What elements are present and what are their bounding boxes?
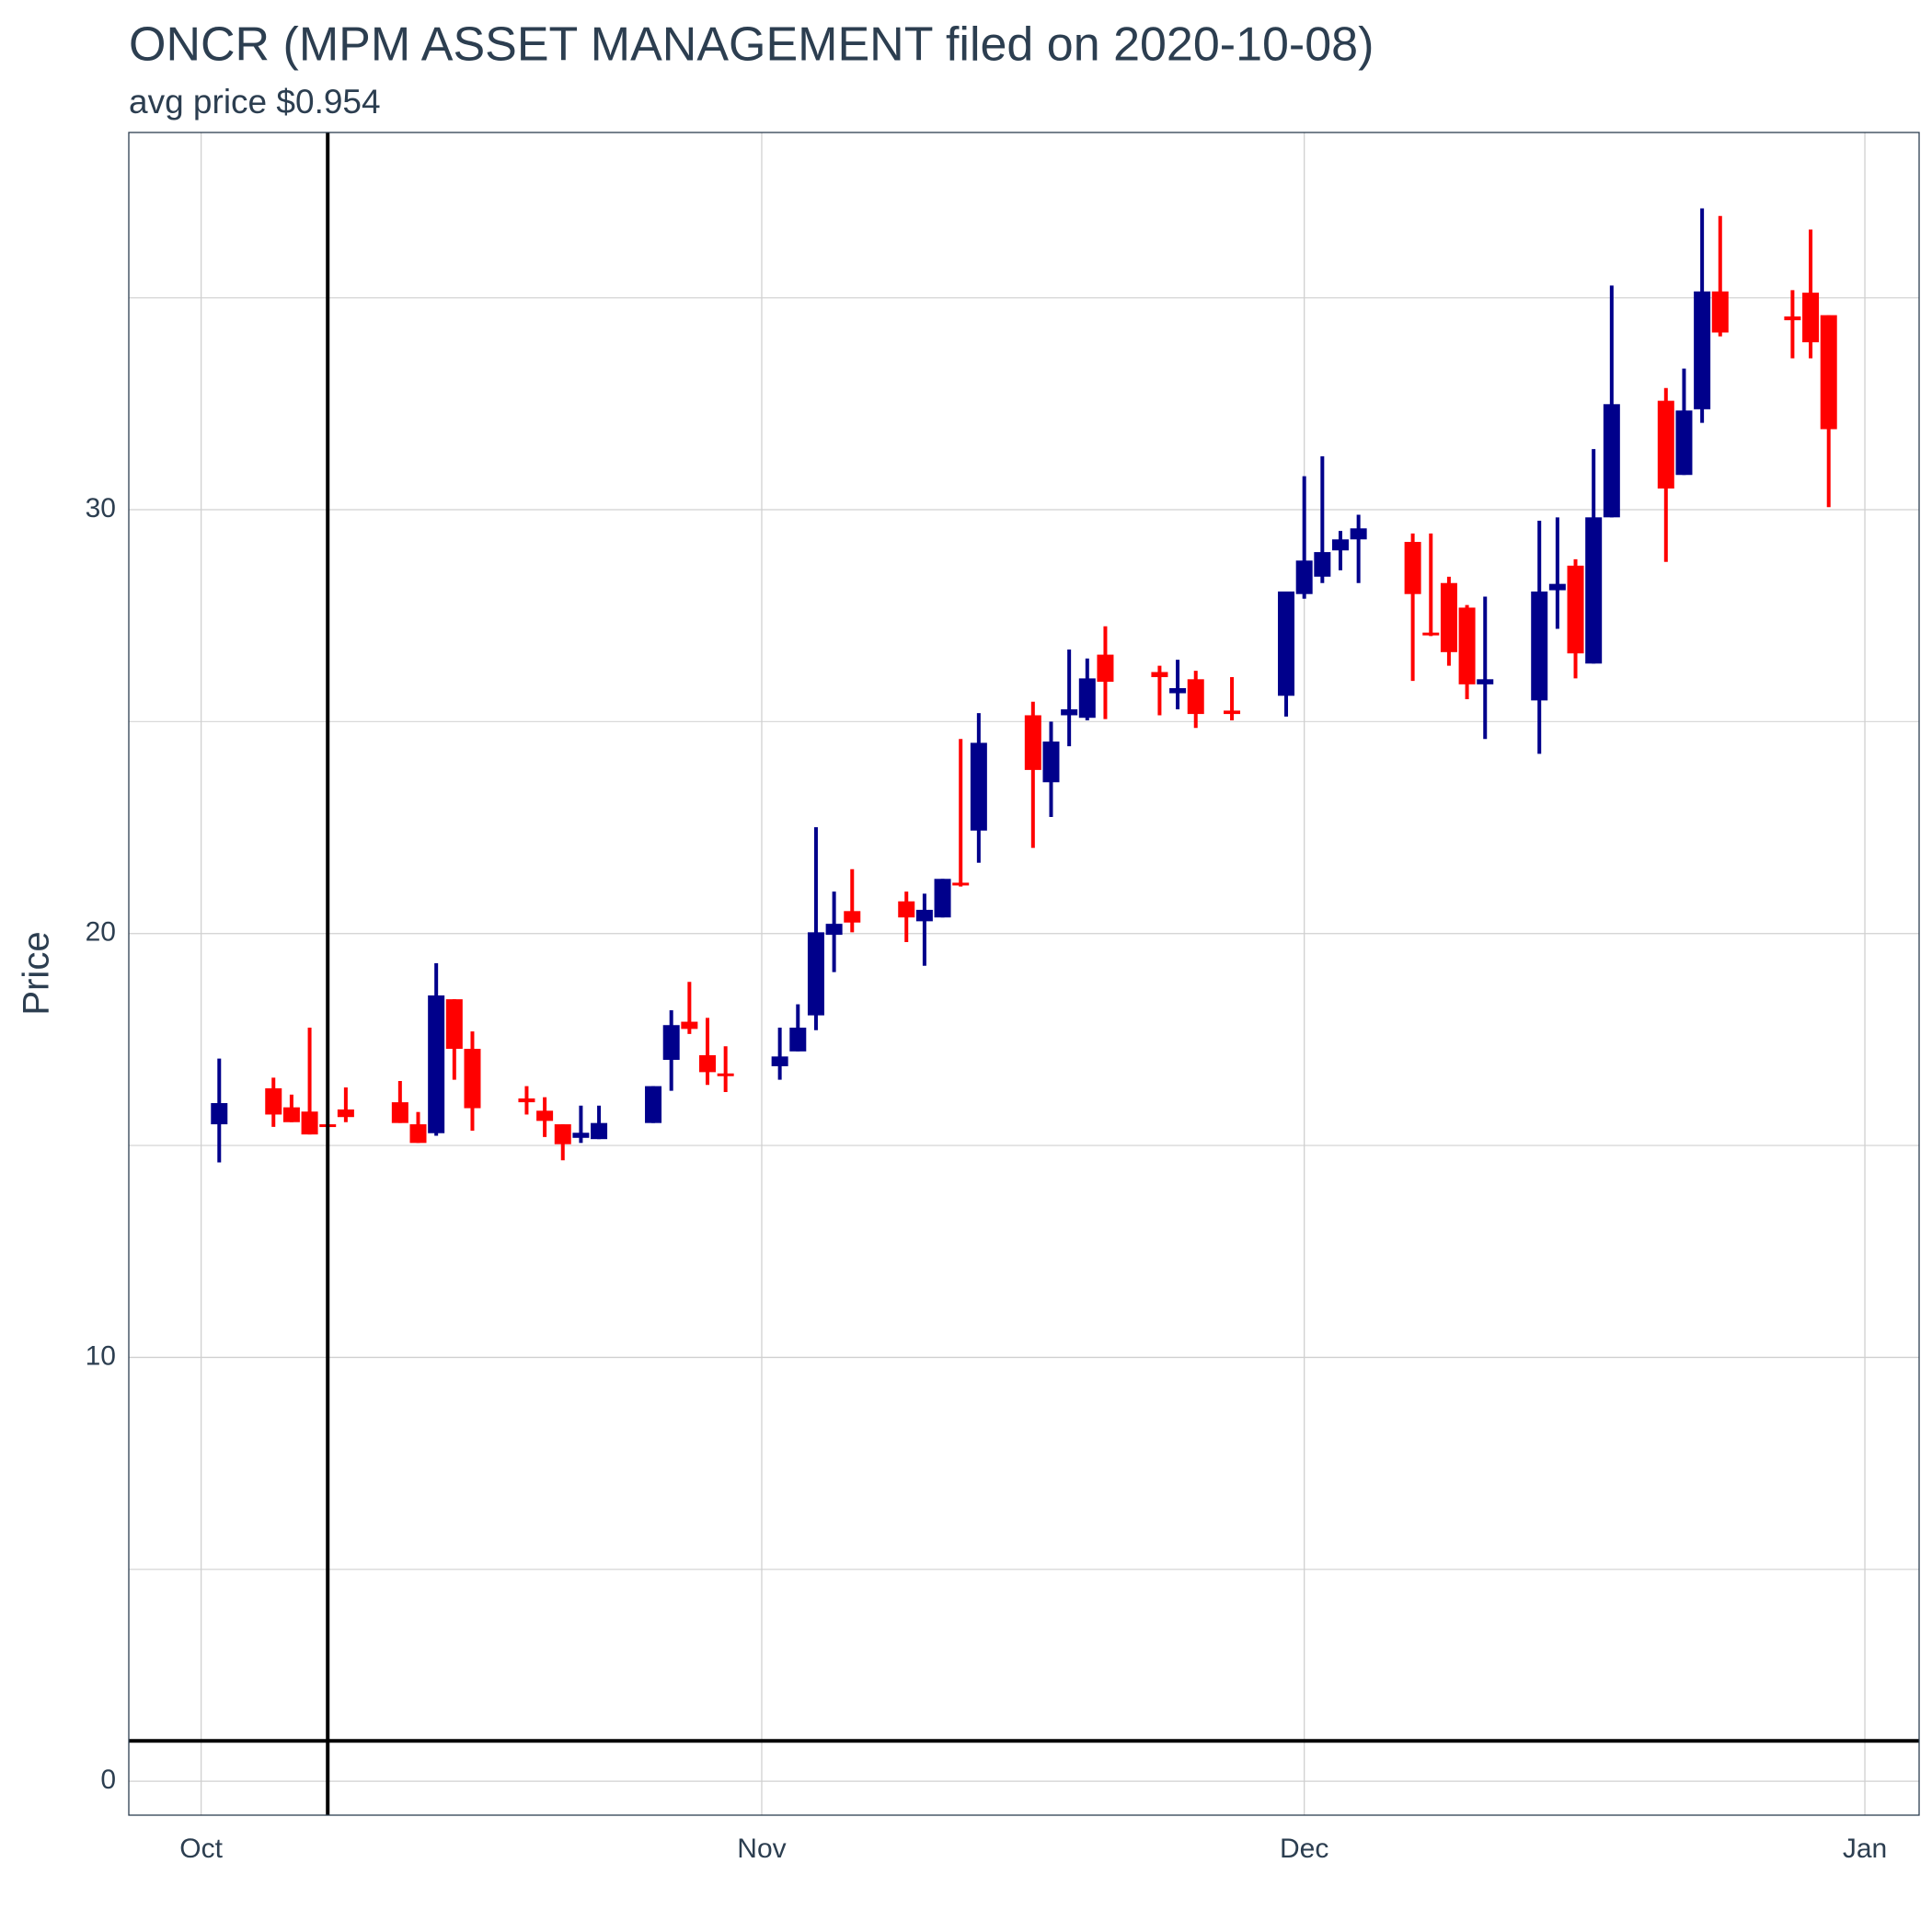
candle-body — [1603, 404, 1620, 518]
candle-body — [807, 932, 824, 1016]
candle-body — [282, 1107, 300, 1122]
candle-body — [391, 1102, 408, 1123]
candle-body — [771, 1056, 788, 1066]
candle-body — [1187, 679, 1204, 715]
candle-body — [1024, 715, 1041, 770]
chart-title: ONCR (MPM ASSET MANAGEMENT filed on 2020… — [129, 18, 1374, 72]
y-axis-label: Price — [17, 931, 57, 1015]
candle-body — [301, 1111, 318, 1135]
candle-body — [1422, 632, 1440, 636]
candle-body — [428, 995, 445, 1133]
y-tick-label: 10 — [86, 1340, 116, 1371]
candle-body — [1458, 607, 1476, 684]
candle-body — [211, 1103, 228, 1125]
candle-body — [554, 1124, 571, 1144]
candle-body — [1061, 709, 1078, 716]
candle-body — [1820, 315, 1837, 430]
candle-body — [1314, 552, 1331, 577]
candle-body — [1404, 542, 1421, 594]
candle-body — [1278, 591, 1295, 696]
x-tick-label: Oct — [179, 1834, 223, 1864]
candle-body — [445, 999, 463, 1050]
candle-body — [1078, 678, 1096, 719]
candle-body — [1694, 291, 1711, 409]
candle-body — [662, 1025, 680, 1061]
candle-body — [844, 911, 861, 923]
candle-body — [789, 1028, 807, 1052]
candle-body — [699, 1054, 717, 1073]
candle-body — [681, 1021, 698, 1029]
candle-body — [717, 1073, 734, 1076]
candle-body — [645, 1086, 662, 1123]
candle-body — [1567, 565, 1584, 654]
candle-body — [1548, 583, 1566, 591]
candle-body — [915, 909, 933, 922]
candle-body — [1097, 654, 1114, 683]
candle-body — [464, 1049, 481, 1109]
candle-body — [1331, 539, 1349, 551]
candle-body — [1042, 742, 1060, 783]
candle-body — [1802, 293, 1820, 343]
y-tick-label: 30 — [86, 493, 116, 523]
candle-body — [1711, 291, 1729, 333]
candle-body — [1585, 517, 1603, 664]
candle-body — [1477, 679, 1494, 684]
x-tick-label: Nov — [737, 1834, 786, 1864]
candle-body — [265, 1087, 282, 1115]
candle-body — [1784, 316, 1801, 321]
y-tick-label: 0 — [100, 1765, 116, 1795]
candle-body — [536, 1110, 554, 1121]
candle-body — [970, 742, 987, 831]
candle-body — [1531, 591, 1548, 701]
candle-body — [591, 1122, 608, 1140]
candle-body — [518, 1098, 535, 1103]
candle-body — [1675, 410, 1693, 476]
x-tick-label: Jan — [1843, 1834, 1887, 1864]
candle-body — [1169, 687, 1187, 694]
candle-body — [825, 924, 843, 936]
candle-body — [1151, 672, 1168, 678]
candle-body — [1295, 560, 1313, 594]
y-tick-label: 20 — [86, 917, 116, 948]
chart-subtitle: avg price $0.954 — [129, 83, 381, 121]
candle-body — [1440, 582, 1457, 652]
candle-body — [337, 1109, 354, 1118]
plot-border — [128, 132, 1920, 1816]
candle-body — [1657, 400, 1674, 489]
candle-body — [898, 901, 915, 918]
candle-body — [1350, 528, 1367, 540]
candle-body — [952, 882, 970, 886]
candle-body — [572, 1133, 590, 1138]
candle-body — [934, 879, 951, 918]
candle-body — [1224, 710, 1241, 715]
x-tick-label: Dec — [1280, 1834, 1328, 1864]
candle-body — [409, 1124, 427, 1144]
